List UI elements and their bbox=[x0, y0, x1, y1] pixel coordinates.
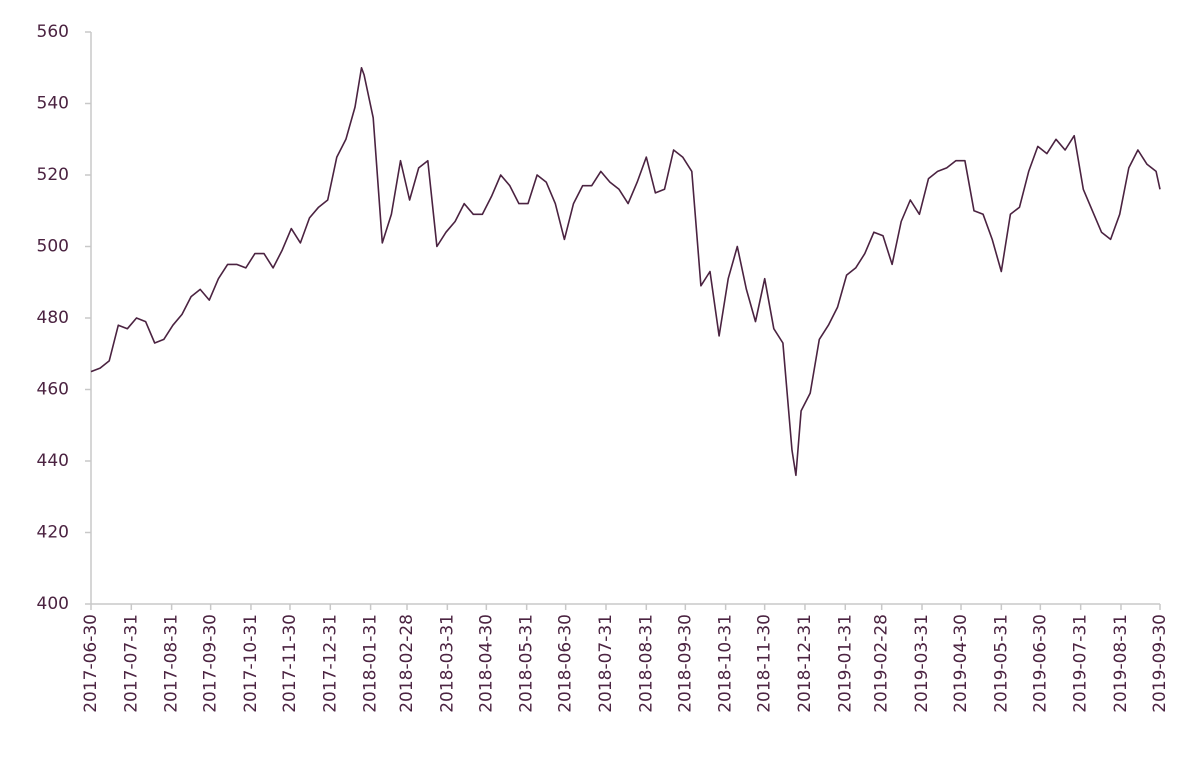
x-tick-label: 2018-04-30 bbox=[476, 614, 496, 713]
x-tick-label: 2018-12-31 bbox=[795, 614, 815, 713]
x-tick-label: 2019-01-31 bbox=[835, 614, 855, 713]
x-tick-label: 2019-08-31 bbox=[1111, 614, 1131, 713]
y-tick-label: 520 bbox=[37, 165, 69, 185]
x-tick-label: 2018-08-31 bbox=[636, 614, 656, 713]
x-tick-label: 2017-09-30 bbox=[201, 614, 221, 713]
y-tick-label: 400 bbox=[37, 594, 69, 614]
x-tick-label: 2018-05-31 bbox=[517, 614, 537, 713]
x-tick-label: 2018-01-31 bbox=[361, 614, 381, 713]
y-tick-label: 540 bbox=[37, 94, 69, 114]
x-tick-label: 2018-06-30 bbox=[556, 614, 576, 713]
x-tick-label: 2018-09-30 bbox=[675, 614, 695, 713]
y-tick-label: 420 bbox=[37, 523, 69, 543]
x-tick-label: 2018-10-31 bbox=[716, 614, 736, 713]
x-tick-label: 2019-03-31 bbox=[912, 614, 932, 713]
y-tick-label: 480 bbox=[37, 308, 69, 328]
x-tick-label: 2019-04-30 bbox=[951, 614, 971, 713]
x-tick-label: 2019-02-28 bbox=[872, 614, 892, 713]
x-tick-label: 2017-06-30 bbox=[81, 614, 101, 713]
x-tick-label: 2019-05-31 bbox=[991, 614, 1011, 713]
series-line bbox=[90, 67, 1161, 477]
x-tick-label: 2018-02-28 bbox=[397, 614, 417, 713]
y-tick-label: 440 bbox=[37, 451, 69, 471]
x-tick-label: 2017-10-31 bbox=[241, 614, 261, 713]
x-tick-label: 2017-07-31 bbox=[121, 614, 141, 713]
y-tick-label: 460 bbox=[37, 380, 69, 400]
x-tick-label: 2017-11-30 bbox=[280, 614, 300, 713]
x-tick-label: 2019-07-31 bbox=[1071, 614, 1091, 713]
x-tick-label: 2018-11-30 bbox=[755, 614, 775, 713]
x-tick-label: 2017-08-31 bbox=[162, 614, 182, 713]
x-tick-label: 2019-09-30 bbox=[1150, 614, 1170, 713]
y-tick-label: 500 bbox=[37, 237, 69, 257]
x-tick-label: 2019-06-30 bbox=[1030, 614, 1050, 713]
x-tick-label: 2018-03-31 bbox=[437, 614, 457, 713]
x-tick-label: 2017-12-31 bbox=[320, 614, 340, 713]
x-tick-label: 2018-07-31 bbox=[596, 614, 616, 713]
y-tick-label: 560 bbox=[37, 22, 69, 42]
